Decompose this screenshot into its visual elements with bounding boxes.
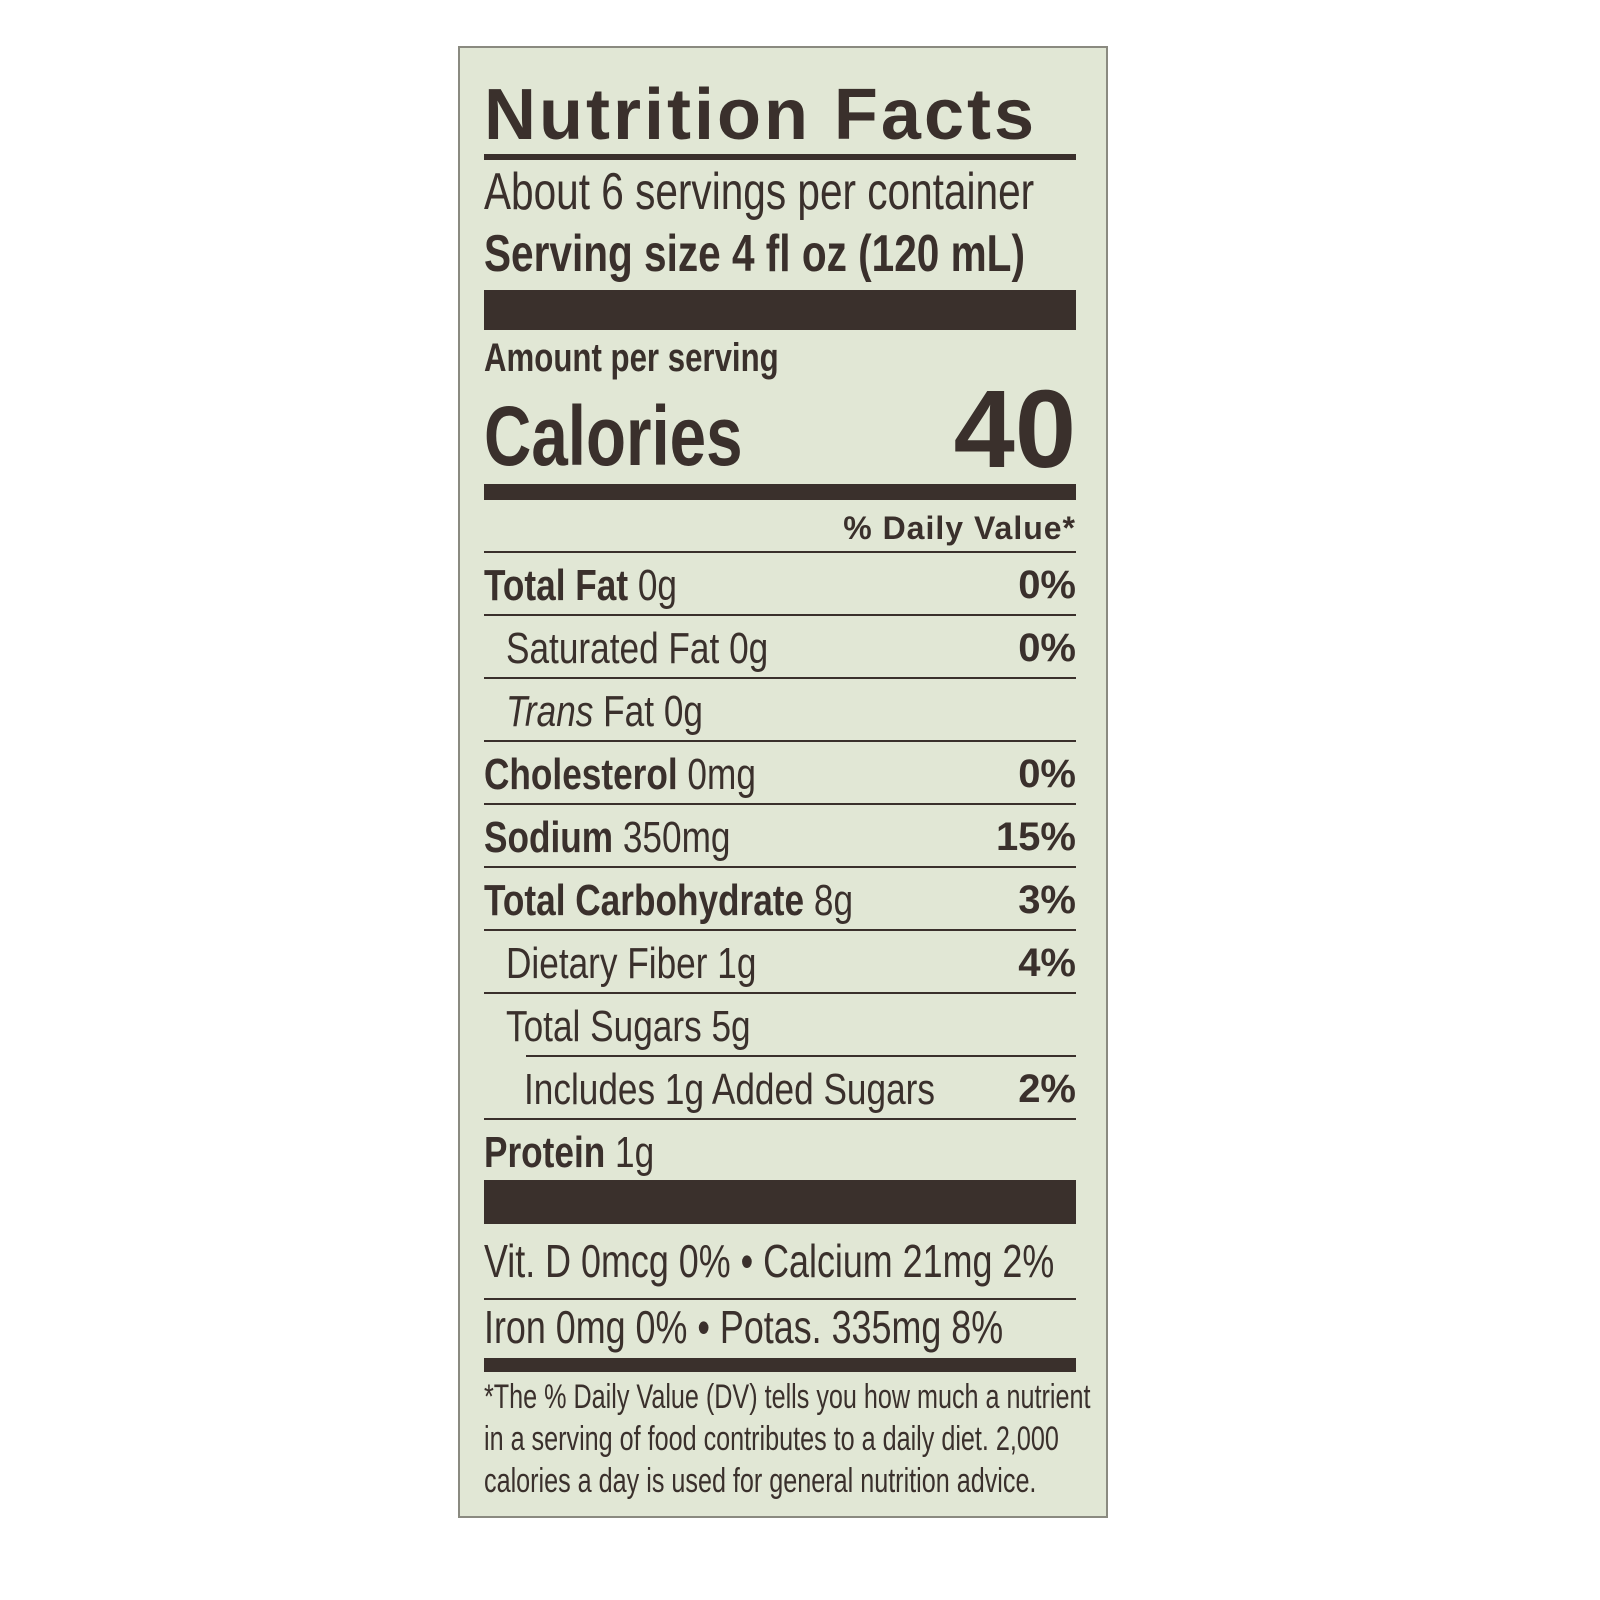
thick-divider	[484, 290, 1076, 330]
calories-value: 40	[953, 368, 1076, 491]
nutrient-row-dietary-fiber: Dietary Fiber 1g 4%	[484, 931, 1076, 994]
calories-label: Calories	[484, 389, 743, 483]
thick-divider	[484, 1180, 1076, 1224]
medium-divider	[484, 484, 1076, 500]
vitamins-row-1: Vit. D 0mcg 0% • Calcium 21mg 2%	[484, 1235, 1055, 1287]
vitamins-row-2: Iron 0mg 0% • Potas. 335mg 8%	[484, 1301, 1004, 1353]
medium-divider	[484, 1358, 1076, 1372]
nutrient-row-trans-fat: Trans Fat 0g	[484, 679, 1076, 742]
nutrition-facts-label: Nutrition Facts About 6 servings per con…	[458, 46, 1108, 1518]
nutrient-row-total-sugars: Total Sugars 5g	[484, 994, 1076, 1057]
nutrient-row-total-fat: Total Fat 0g 0%	[484, 553, 1076, 616]
divider	[484, 154, 1076, 160]
serving-size: Serving size 4 fl oz (120 mL)	[484, 225, 1025, 283]
nutrient-row-sodium: Sodium 350mg 15%	[484, 805, 1076, 868]
nutrient-row-total-carbohydrate: Total Carbohydrate 8g 3%	[484, 868, 1076, 931]
nutrient-row-protein: Protein 1g	[484, 1128, 655, 1177]
nutrient-row-saturated-fat: Saturated Fat 0g 0%	[484, 616, 1076, 679]
footnote-line-2: in a serving of food contributes to a da…	[484, 1420, 1059, 1458]
divider	[484, 551, 1076, 553]
footnote-line-1: *The % Daily Value (DV) tells you how mu…	[484, 1378, 1091, 1416]
divider	[484, 1298, 1076, 1300]
amount-per-serving: Amount per serving	[484, 336, 779, 380]
daily-value-header: % Daily Value*	[843, 510, 1076, 546]
servings-per-container: About 6 servings per container	[484, 163, 1035, 221]
footnote-line-3: calories a day is used for general nutri…	[484, 1462, 1037, 1500]
nutrient-row-cholesterol: Cholesterol 0mg 0%	[484, 742, 1076, 805]
label-title: Nutrition Facts	[484, 75, 1038, 155]
nutrient-row-added-sugars: Includes 1g Added Sugars 2%	[484, 1057, 1076, 1120]
